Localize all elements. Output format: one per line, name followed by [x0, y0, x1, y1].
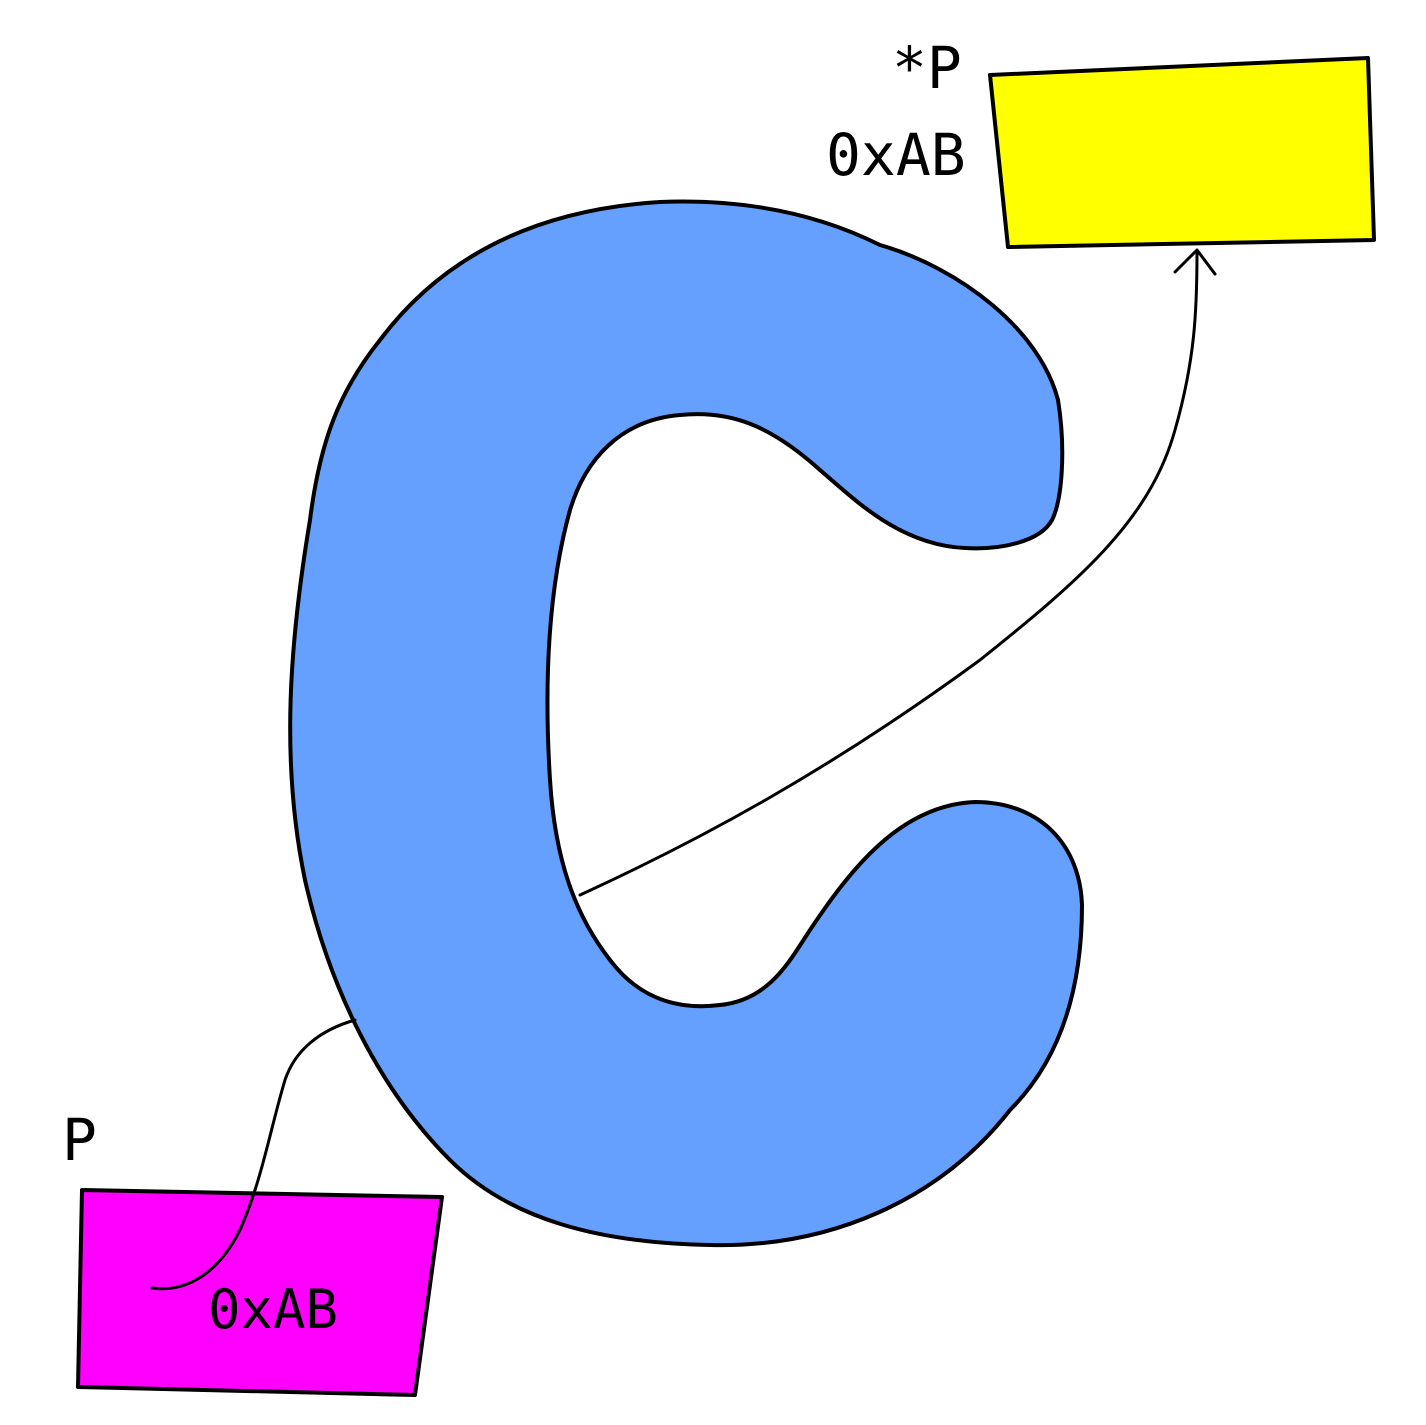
- target-deref-label: *P: [892, 34, 962, 102]
- pointer-connector-line: [150, 1018, 357, 1291]
- c-letter-icon: [288, 199, 1084, 1248]
- arrow-head-icon: [1173, 248, 1217, 276]
- pointer-value-label: 0xAB: [208, 1278, 338, 1341]
- pointer-variable-box: [76, 1188, 444, 1397]
- target-memory-box: [988, 56, 1376, 249]
- target-address-label: 0xAB: [826, 121, 966, 189]
- pointer-name-label: P: [62, 1106, 97, 1174]
- deref-arrow-line: [578, 250, 1199, 897]
